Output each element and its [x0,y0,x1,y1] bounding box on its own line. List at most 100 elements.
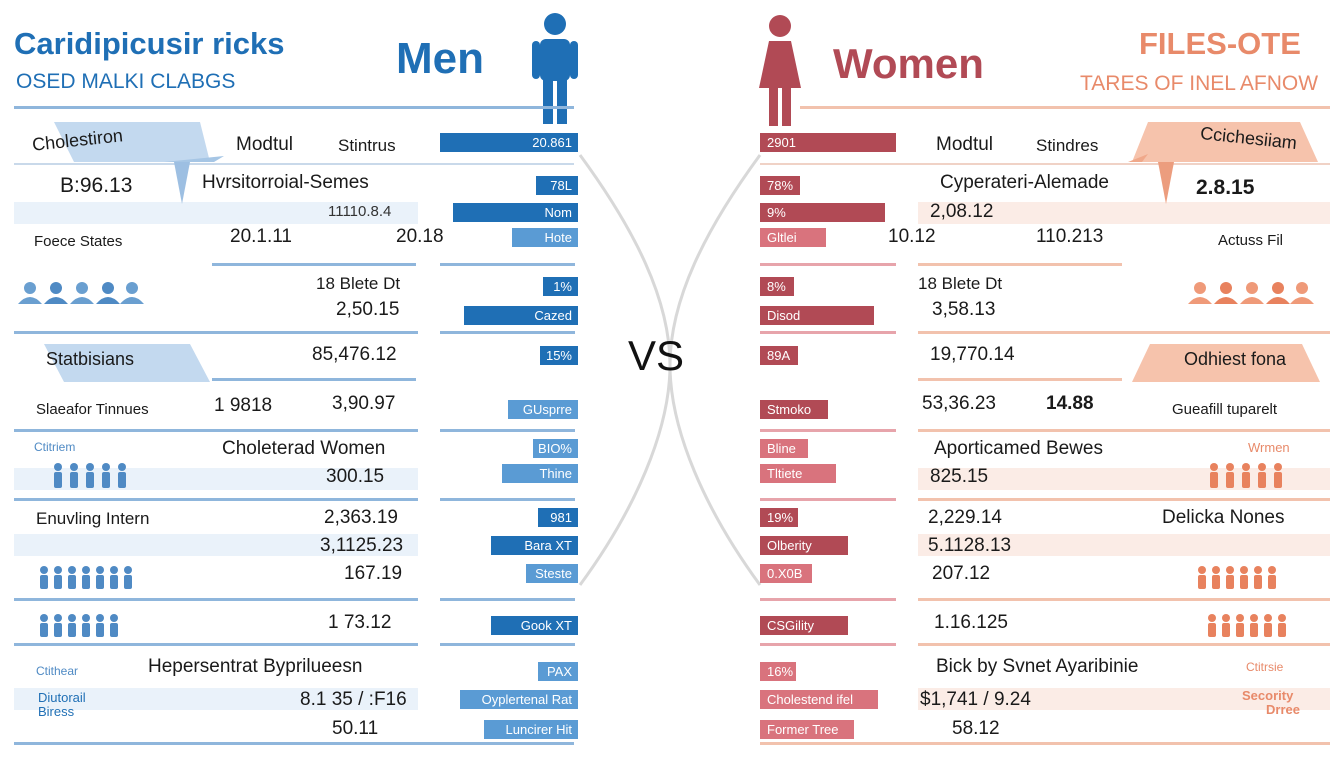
men-bar: 981 [538,508,578,527]
women-bar: CSGility [760,616,848,635]
women-bar: Gltlei [760,228,826,247]
vs-connector-lines [578,154,762,586]
men-bar: Nom [453,203,578,222]
women-row2-b: 110.213 [1036,226,1104,247]
women-row7-title: Delicka Nones [1162,507,1285,528]
right-title: FILES-OTE [1139,26,1301,61]
women-cholesterol-value: 2.8.15 [1196,176,1255,199]
women-row9-small: Ctitrsie [1246,660,1284,674]
men-row7-c: 167.19 [344,563,403,584]
men-bar: Gook XT [491,616,578,635]
women-obesity-label: Odhiest fona [1184,349,1287,369]
cholesterol-banner-icon [1128,122,1318,204]
person-row-icon [1210,463,1282,488]
women-bar: Former Tree [760,720,854,739]
women-bar: Tltiete [760,464,836,483]
people-group-icon [18,282,144,304]
women-bar: Cholestend ifel [760,690,878,709]
women-row6-value: 825.15 [930,466,989,487]
person-row-icon [54,463,126,488]
women-row5-label: Gueafill tuparelt [1172,401,1278,418]
men-col-head-2: Stintrus [338,136,396,155]
men-bar: Cazed [464,306,578,325]
men-row6-title: Choleterad Women [222,438,386,459]
men-forecast-label: Foece States [34,233,123,250]
men-bar: BIO% [533,439,578,458]
women-col-head-1: Modtul [936,134,994,155]
women-bar: Disod [760,306,874,325]
women-bar: Bline [760,439,808,458]
women-row9-b: 58.12 [952,718,1000,739]
men-row8-value: 1 73.12 [328,612,392,633]
men-bar: GUsprre [508,400,578,419]
women-bar: Stmoko [760,400,828,419]
men-bar: 15% [540,346,578,365]
men-row7-b: 3,1125.23 [320,535,404,556]
man-figure-icon [532,13,578,124]
men-row5-b: 3,90.97 [332,393,396,414]
men-bar: PAX [538,662,578,681]
women-row7-a: 2,229.14 [928,507,1002,528]
statistics-banner-icon [44,344,210,382]
person-row-icon [1208,614,1286,637]
women-row2-a: 10.12 [888,226,936,247]
women-row7-c: 207.12 [932,563,991,584]
women-bar: 2901 [760,133,896,152]
women-bar: 78% [760,176,800,195]
women-bar: 9% [760,203,885,222]
women-row1-sub: 2,08.12 [930,201,994,222]
women-row4-value: 19,770.14 [930,344,1015,365]
men-row7-a: 2,363.19 [324,507,398,528]
men-row4-value: 85,476.12 [312,344,397,365]
women-row3-title: 18 Blete Dt [918,274,1003,293]
men-row5-a: 1 9818 [214,395,273,416]
women-row1-title: Cyperateri-Alemade [940,172,1109,193]
women-bar: Olberity [760,536,848,555]
women-col-head-2: Stindres [1036,136,1099,155]
men-bar: Bara XT [491,536,578,555]
men-row7-title: Enuvling Intern [36,509,150,528]
men-row3-title: 18 Blete Dt [316,274,401,293]
person-row-icon [1198,566,1276,589]
people-group-icon [1188,282,1314,304]
men-row9-a: 8.1 35 / :F16 [300,689,407,710]
left-subtitle: OSED MALKI CLABGS [16,70,236,93]
men-statisticians-label: Statbisians [46,349,135,369]
women-bar: 0.X0B [760,564,812,583]
cholesterol-banner-icon [54,122,224,204]
men-timeline-label: Slaeafor Tinnues [36,401,149,418]
men-row1-sub: 11110.8.4 [328,203,392,220]
right-subtitle: TARES OF INEL AFNOW [1080,72,1319,95]
men-col-head-1: Modtul [236,134,294,155]
women-bar: 19% [760,508,798,527]
men-row9-b: 50.11 [332,718,379,739]
women-row9-title: Bick by Svnet Ayaribinie [936,656,1139,677]
woman-figure-icon [759,15,801,126]
women-bar: 89A [760,346,798,365]
women-row6-title: Aporticamed Bewes [934,438,1103,459]
women-bar: 8% [760,277,794,296]
men-bar: Thine [502,464,578,483]
person-row-icon [40,566,132,589]
men-bar: 1% [543,277,578,296]
women-row5-b: 14.88 [1046,393,1094,414]
women-row5-a: 53,36.23 [922,393,996,414]
women-row8-value: 1.16.125 [934,612,1008,633]
men-row6-value: 300.15 [326,466,385,487]
women-row9-label2: Drree [1266,702,1300,717]
men-bar: Hote [512,228,578,247]
women-row9-label1: Secority [1242,688,1294,703]
women-row2-label: Actuss Fil [1218,232,1284,249]
obesity-banner-icon [1132,344,1320,382]
men-row9-label2: Biress [38,704,75,719]
vs-label: VS [628,332,685,379]
men-row2-b: 20.18 [396,226,444,247]
men-label: Men [396,34,484,83]
women-row9-a: $1,741 / 9.24 [920,689,1031,710]
men-row9-label1: Diutorail [38,690,86,705]
women-label: Women [833,40,984,87]
men-cholesterol-value: B:96.13 [60,174,133,197]
women-row7-b: 5.1128.13 [928,535,1012,556]
women-row6-small: Wrmen [1248,440,1290,455]
men-row1-title: Hvrsitorroial-Semes [202,172,369,193]
